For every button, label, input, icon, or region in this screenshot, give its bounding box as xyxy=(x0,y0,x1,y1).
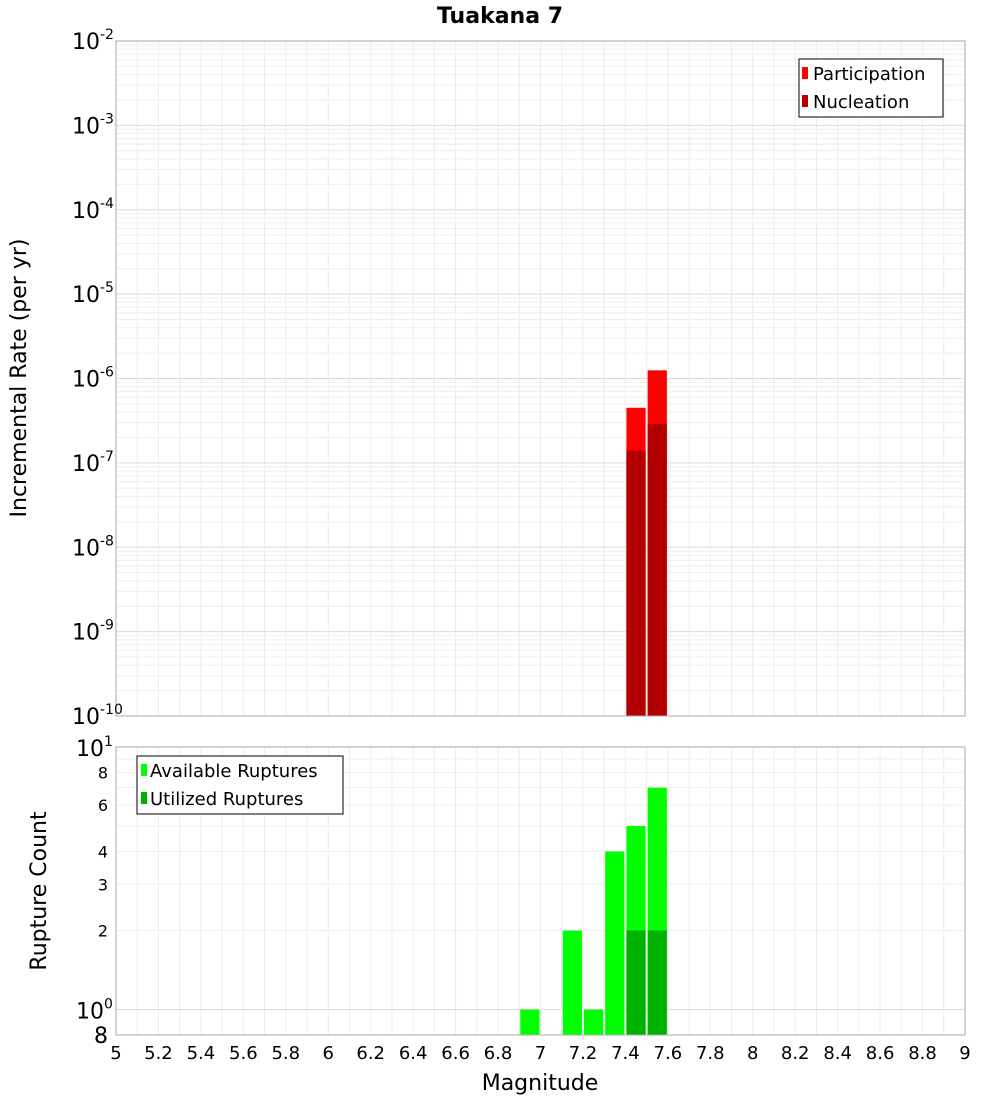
bottom-y-tick-label: 100 xyxy=(76,997,113,1025)
x-tick-label: 6.4 xyxy=(399,1043,428,1064)
bottom-y-floor-label: 8 xyxy=(94,1024,108,1049)
top-y-tick-label: 10-6 xyxy=(72,365,114,393)
top-gridlines xyxy=(115,41,966,717)
x-tick-label: 5.4 xyxy=(187,1043,216,1064)
x-tick-label: 7.2 xyxy=(569,1043,598,1064)
top-y-tick-label: 10-2 xyxy=(72,27,114,55)
bottom-y-minor-tick-label: 6 xyxy=(98,796,108,815)
bottom-y-tick-label: 101 xyxy=(76,734,113,762)
bottom-y-minor-tick-label: 4 xyxy=(98,842,108,861)
top-y-tick-labels: 10-2 10-3 10-4 10-5 10-6 10-7 10-8 10-9 10-10 xyxy=(72,27,123,730)
top-legend-box xyxy=(798,58,944,118)
utilized-ruptures-bar xyxy=(647,930,667,1035)
x-tick-label: 8 xyxy=(747,1043,758,1064)
bottom-legend: Available Ruptures Utilized Ruptures xyxy=(136,755,344,815)
available-ruptures-bar xyxy=(562,930,582,1035)
x-tick-label: 6 xyxy=(323,1043,334,1064)
legend-swatch-available xyxy=(141,764,147,776)
bottom-legend-box xyxy=(136,755,344,815)
chart-title: Tuakana 7 xyxy=(437,4,563,29)
x-tick-label: 8.6 xyxy=(866,1043,895,1064)
top-y-tick-label: 10-8 xyxy=(72,533,114,561)
top-y-tick-label: 10-3 xyxy=(72,111,114,139)
top-y-axis-label: Incremental Rate (per yr) xyxy=(7,239,32,518)
x-tick-label: 6.8 xyxy=(484,1043,513,1064)
bottom-y-axis-label: Rupture Count xyxy=(27,811,52,971)
x-tick-label: 7.6 xyxy=(654,1043,683,1064)
x-tick-label: 5.6 xyxy=(229,1043,258,1064)
x-tick-label: 5 xyxy=(110,1043,121,1064)
top-y-tick-label: 10-7 xyxy=(72,449,114,477)
legend-label-participation: Participation xyxy=(813,64,925,85)
top-legend: Participation Nucleation xyxy=(798,58,944,118)
bottom-y-minor-tick-label: 8 xyxy=(98,763,108,782)
x-tick-label: 7 xyxy=(535,1043,546,1064)
x-tick-label: 9 xyxy=(959,1043,970,1064)
top-y-tick-label: 10-5 xyxy=(72,280,114,308)
x-tick-label: 6.6 xyxy=(441,1043,470,1064)
bottom-y-minor-tick-label: 2 xyxy=(98,922,108,941)
available-ruptures-bar xyxy=(583,1009,604,1035)
bottom-bars xyxy=(520,787,667,1035)
legend-swatch-nucleation xyxy=(802,95,808,107)
top-y-tick-label: 10-9 xyxy=(72,618,114,646)
available-ruptures-bar xyxy=(605,851,625,1035)
x-tick-label: 5.2 xyxy=(144,1043,173,1064)
x-tick-label: 5.8 xyxy=(271,1043,300,1064)
x-tick-label: 8.8 xyxy=(908,1043,937,1064)
x-tick-label: 8.4 xyxy=(823,1043,852,1064)
top-bars xyxy=(626,370,667,716)
legend-swatch-participation xyxy=(802,67,808,79)
utilized-ruptures-bar xyxy=(626,930,646,1035)
top-plot: 10-2 10-3 10-4 10-5 10-6 10-7 10-8 10-9 10-10 In… xyxy=(7,27,966,730)
top-y-tick-label: 10-4 xyxy=(72,196,114,224)
nucleation-bar xyxy=(626,450,646,716)
x-axis-label: Magnitude xyxy=(482,1071,599,1096)
legend-swatch-utilized xyxy=(141,792,147,804)
bottom-plot-frame xyxy=(115,746,966,1036)
x-tick-labels: 5 5.2 5.4 5.6 5.8 6 6.2 6.4 6.6 6.8 7 7.2 7.4 7.6 7.8 8… xyxy=(110,1043,970,1064)
legend-label-available: Available Ruptures xyxy=(150,761,318,782)
x-tick-label: 6.2 xyxy=(356,1043,385,1064)
x-tick-label: 7.8 xyxy=(696,1043,725,1064)
available-ruptures-bar xyxy=(520,1009,540,1035)
x-tick-label: 7.4 xyxy=(611,1043,640,1064)
x-tick-label: 8.2 xyxy=(781,1043,810,1064)
nucleation-bar xyxy=(647,423,667,716)
legend-label-utilized: Utilized Ruptures xyxy=(150,789,303,810)
legend-label-nucleation: Nucleation xyxy=(813,92,909,113)
bottom-y-minor-tick-label: 3 xyxy=(98,875,108,894)
top-y-tick-label: 10-10 xyxy=(72,702,123,730)
top-plot-frame xyxy=(115,40,966,717)
